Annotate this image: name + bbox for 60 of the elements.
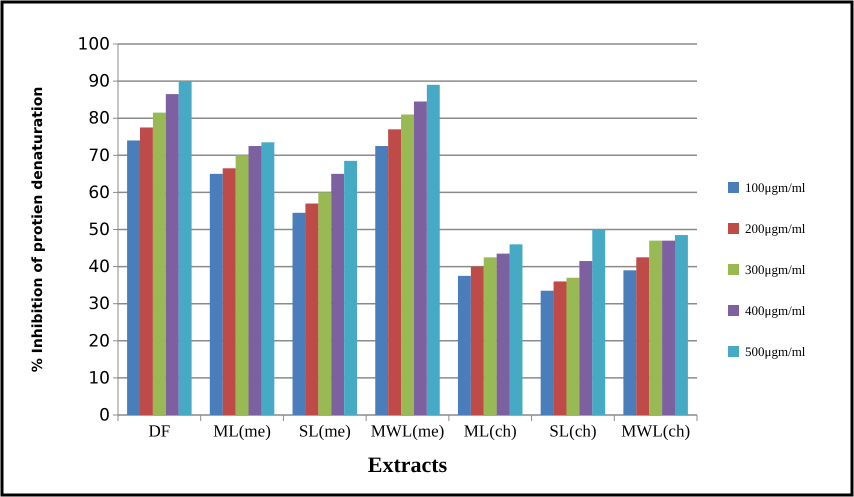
y-tick-label: 60 xyxy=(88,182,110,203)
bar xyxy=(649,240,662,415)
bar xyxy=(566,278,580,415)
legend-label: 500μgm/ml xyxy=(745,344,806,359)
bar xyxy=(662,240,675,415)
bar xyxy=(375,146,388,415)
y-tick-label: 50 xyxy=(88,220,110,240)
bar xyxy=(152,112,166,415)
y-tick-label: 100 xyxy=(78,34,110,54)
bar xyxy=(414,102,427,415)
x-tick-label: DF xyxy=(148,422,170,441)
bar xyxy=(554,281,566,415)
bar xyxy=(305,204,318,415)
bar xyxy=(292,212,306,415)
x-tick-label: ML(ch) xyxy=(464,422,517,441)
bar xyxy=(248,146,262,415)
bar xyxy=(426,84,440,415)
y-tick-label: 10 xyxy=(88,368,110,388)
legend-label: 400μgm/ml xyxy=(745,303,806,318)
y-tick-label: 30 xyxy=(88,294,110,314)
legend-label: 100μgm/ml xyxy=(745,180,806,195)
y-tick-label: 20 xyxy=(88,331,110,352)
bar xyxy=(261,142,274,415)
x-tick-label: MWL(me) xyxy=(370,422,444,441)
bar xyxy=(344,160,358,415)
bar xyxy=(675,235,688,415)
y-tick-label: 80 xyxy=(88,108,110,129)
bar xyxy=(210,174,223,415)
bar xyxy=(636,257,650,415)
y-axis-title: % Inhibition of protien denaturation xyxy=(30,86,46,372)
y-tick-label: 70 xyxy=(88,146,110,166)
bar xyxy=(592,230,606,415)
bar xyxy=(140,127,153,415)
bar xyxy=(540,290,554,415)
bar xyxy=(496,254,510,415)
bar xyxy=(470,266,484,415)
bar xyxy=(331,174,344,415)
bar xyxy=(401,114,414,415)
bar xyxy=(127,140,140,415)
bar xyxy=(510,244,522,415)
x-axis-title: Extracts xyxy=(368,452,448,477)
bar xyxy=(388,129,402,415)
bar xyxy=(579,261,592,415)
y-tick-label: 90 xyxy=(88,72,110,92)
x-tick-label: SL(me) xyxy=(298,422,351,441)
bar xyxy=(236,155,249,415)
bar xyxy=(484,257,497,415)
y-tick-label: 0 xyxy=(99,405,110,426)
bar xyxy=(178,81,192,415)
bar xyxy=(222,168,236,415)
bar xyxy=(458,276,471,415)
bar xyxy=(166,94,179,415)
x-tick-label: ML(me) xyxy=(213,422,271,441)
bar xyxy=(318,192,332,415)
y-tick-label: 40 xyxy=(88,257,110,278)
bar xyxy=(623,270,636,415)
x-tick-label: MWL(ch) xyxy=(621,422,690,441)
x-tick-label: SL(ch) xyxy=(549,422,597,441)
legend-label: 200μgm/ml xyxy=(745,221,806,236)
legend-label: 300μgm/ml xyxy=(745,262,806,277)
